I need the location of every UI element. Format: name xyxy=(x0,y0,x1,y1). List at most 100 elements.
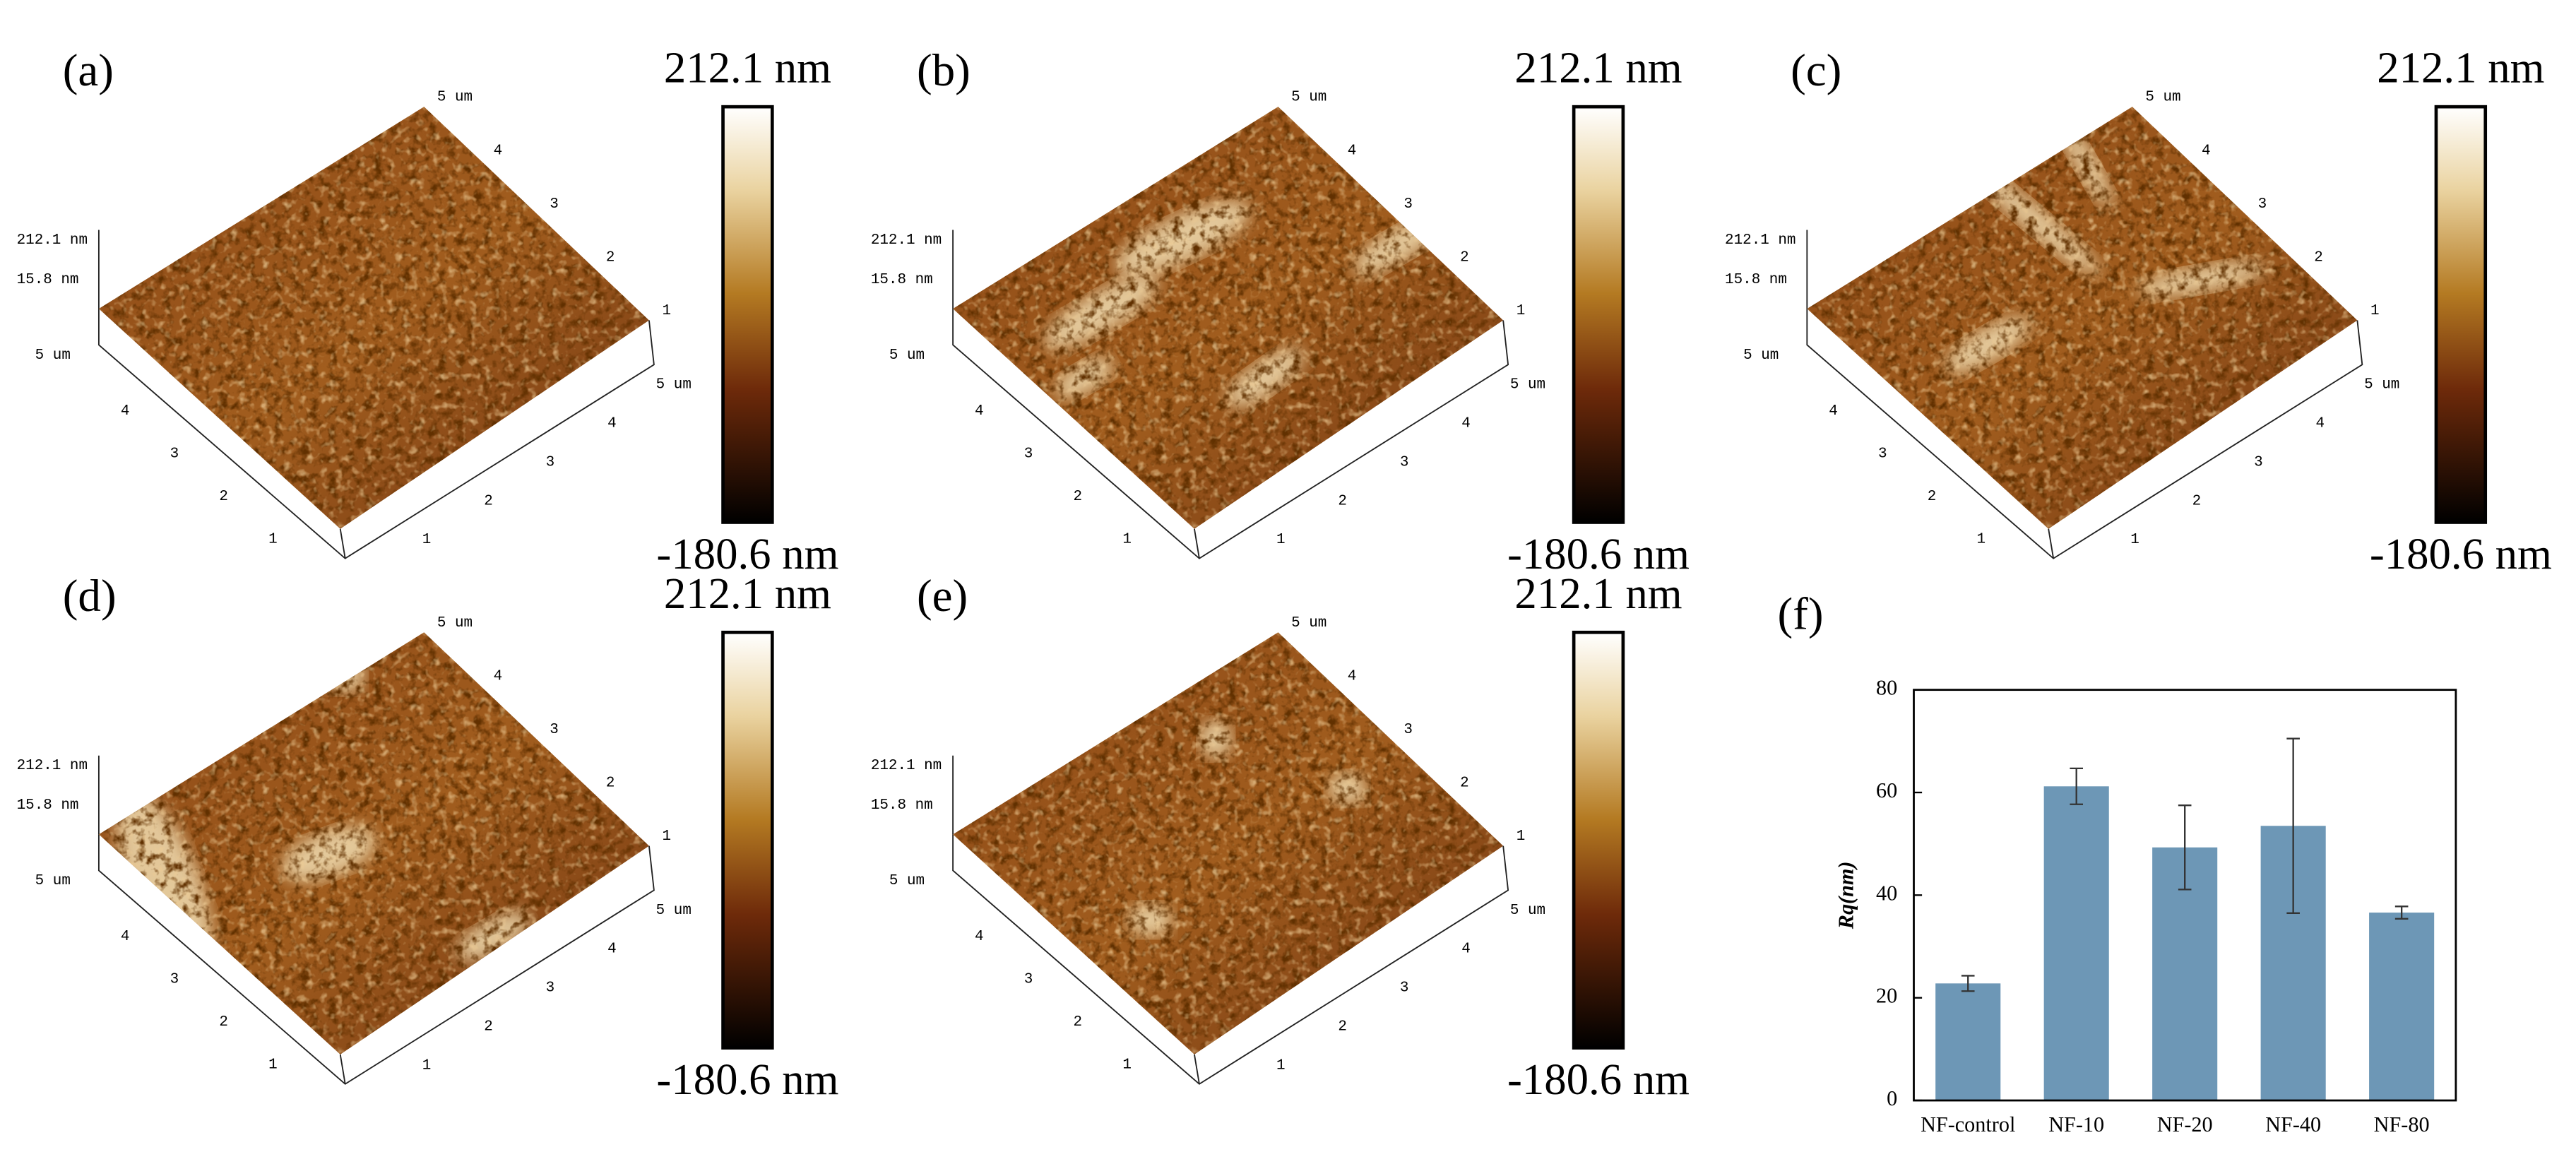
axis-tick-label: 2 xyxy=(1074,1014,1083,1031)
axis-tick-label: 5 um xyxy=(1510,903,1545,919)
axis-tick-label: 3 xyxy=(1024,446,1033,462)
z-label: 212.1 nm xyxy=(17,758,88,774)
axis-tick-label: 2 xyxy=(1338,1018,1347,1035)
y-tick-label: 80 xyxy=(1876,676,1897,700)
axis-tick-label: 5 um xyxy=(889,873,925,889)
z-label: 15.8 nm xyxy=(17,272,79,288)
axis-tick-label: 2 xyxy=(484,493,493,509)
axis-tick-label: 3 xyxy=(546,454,555,470)
axis-tick-label: 4 xyxy=(494,668,503,684)
axis-tick-label: 3 xyxy=(550,196,559,213)
y-tick-label: 0 xyxy=(1887,1086,1897,1110)
axis-tick-label: 3 xyxy=(170,971,179,987)
axis-tick-label: 1 xyxy=(2130,532,2139,548)
colorbar xyxy=(1572,630,1625,1050)
base-edge xyxy=(2048,528,2055,559)
afm-surface xyxy=(953,632,1504,1055)
afm-panel: (d) 212.1 nm 15.8 nm 1 2 3 4 5 um 1 2 3 4 5 um 1 2 3 4 5 … xyxy=(17,569,839,1104)
axis-tick-label: 4 xyxy=(975,403,984,420)
axis-tick-label: 2 xyxy=(2314,249,2323,266)
x-tick-label: NF-10 xyxy=(2048,1112,2104,1136)
axis-tick-label: 1 xyxy=(1516,828,1526,845)
afm-surface xyxy=(1807,107,2358,529)
axis-tick-label: 1 xyxy=(268,1057,278,1073)
axis-tick-label: 3 xyxy=(1878,446,1887,462)
x-tick-label: NF-80 xyxy=(2374,1112,2430,1136)
colorbar-max: 212.1 nm xyxy=(664,43,831,93)
axis-tick-label: 3 xyxy=(1400,454,1409,470)
base-edge xyxy=(339,528,346,559)
axis-tick-label: 1 xyxy=(422,1057,432,1074)
z-label: 15.8 nm xyxy=(17,797,79,814)
panel-label: (d) xyxy=(63,571,117,622)
afm-surface xyxy=(98,632,649,1055)
y-tick-label: 20 xyxy=(1876,984,1897,1008)
axis-tick-label: 5 um xyxy=(1291,615,1326,631)
axis-tick-label: 4 xyxy=(607,942,617,958)
afm-panel: (b) 212.1 nm 15.8 nm 1 2 3 4 5 um 1 2 3 4 5 um 1 2 3 4 5 … xyxy=(871,43,1690,578)
axis-tick-label: 1 xyxy=(1276,532,1286,548)
afm-panel: (c) 212.1 nm 15.8 nm 1 2 3 4 5 um 1 2 3 4 5 um 1 2 3 4 5 … xyxy=(1725,43,2552,578)
axis-tick-label: 4 xyxy=(121,929,130,945)
axis-tick-label: 2 xyxy=(219,1014,228,1031)
axis-tick-label: 2 xyxy=(1338,493,1347,509)
axis-tick-label: 3 xyxy=(1403,196,1413,213)
z-label: 15.8 nm xyxy=(1725,272,1787,288)
colorbar-max: 212.1 nm xyxy=(2377,43,2544,93)
axis-tick-label: 3 xyxy=(546,980,555,997)
panel-label: (a) xyxy=(63,45,114,96)
bar xyxy=(2369,913,2435,1101)
afm-panel: (e) 212.1 nm 15.8 nm 1 2 3 4 5 um 1 2 3 4 5 um 1 2 3 4 5 … xyxy=(871,569,1690,1104)
colorbar-max: 212.1 nm xyxy=(1514,569,1682,618)
axis-tick-label: 4 xyxy=(2316,416,2325,432)
axis-tick-label: 4 xyxy=(1348,143,1357,159)
colorbar-min: -180.6 nm xyxy=(656,529,838,578)
axis-tick-label: 2 xyxy=(219,489,228,505)
axis-tick-label: 5 um xyxy=(2145,90,2180,106)
axis-tick-label: 3 xyxy=(1400,980,1409,997)
colorbar-min: -180.6 nm xyxy=(656,1055,838,1104)
error-bar xyxy=(2070,767,2084,805)
axis-tick-label: 1 xyxy=(1122,531,1132,547)
axis-tick-label: 2 xyxy=(1460,249,1469,266)
axis-tick-label: 1 xyxy=(663,303,672,319)
axis-tick-label: 5 um xyxy=(437,615,473,631)
y-axis-label: Rq(nm) xyxy=(1834,862,1858,930)
axis-tick-label: 3 xyxy=(170,446,179,462)
axis-tick-label: 1 xyxy=(1977,531,1986,547)
y-tick-label: 60 xyxy=(1876,778,1897,802)
axis-tick-label: 4 xyxy=(607,416,617,432)
bar xyxy=(1935,983,2001,1101)
axis-tick-label: 3 xyxy=(2258,196,2267,213)
axis-tick-label: 5 um xyxy=(656,377,692,393)
base-edge xyxy=(1194,528,1200,559)
panel-label: (b) xyxy=(917,45,971,96)
z-label: 212.1 nm xyxy=(17,232,88,249)
axis-tick-label: 4 xyxy=(494,143,503,159)
x-tick-label: NF-20 xyxy=(2157,1112,2213,1136)
colorbar-min: -180.6 nm xyxy=(1507,1055,1690,1104)
axis-tick-label: 5 um xyxy=(1291,90,1326,106)
axis-tick-label: 1 xyxy=(1516,303,1526,319)
axis-tick-label: 4 xyxy=(1461,416,1471,432)
axis-tick-label: 1 xyxy=(1122,1057,1132,1073)
axis-tick-label: 5 um xyxy=(889,348,925,364)
axis-tick-label: 5 um xyxy=(437,90,473,106)
axis-tick-label: 3 xyxy=(550,722,559,738)
axis-tick-label: 3 xyxy=(2254,454,2263,470)
axis-tick-label: 2 xyxy=(606,249,615,266)
afm-panel: (a) 212.1 nm 15.8 nm 1 2 3 4 5 um 1 2 3 4 5 um 1 2 3 4 5 … xyxy=(17,43,839,578)
texture-light xyxy=(953,107,1504,529)
panel-label: (f) xyxy=(1777,589,1823,640)
axis-tick-label: 4 xyxy=(975,929,984,945)
texture-light xyxy=(98,107,649,529)
colorbar xyxy=(721,105,774,524)
error-bar xyxy=(1961,975,1975,992)
error-bar xyxy=(2178,804,2192,891)
axis-tick-label: 4 xyxy=(2202,143,2211,159)
axis-tick-label: 5 um xyxy=(1510,377,1545,393)
z-label: 212.1 nm xyxy=(871,758,942,774)
axis-tick-label: 1 xyxy=(663,828,672,845)
colorbar-max: 212.1 nm xyxy=(1514,43,1682,93)
